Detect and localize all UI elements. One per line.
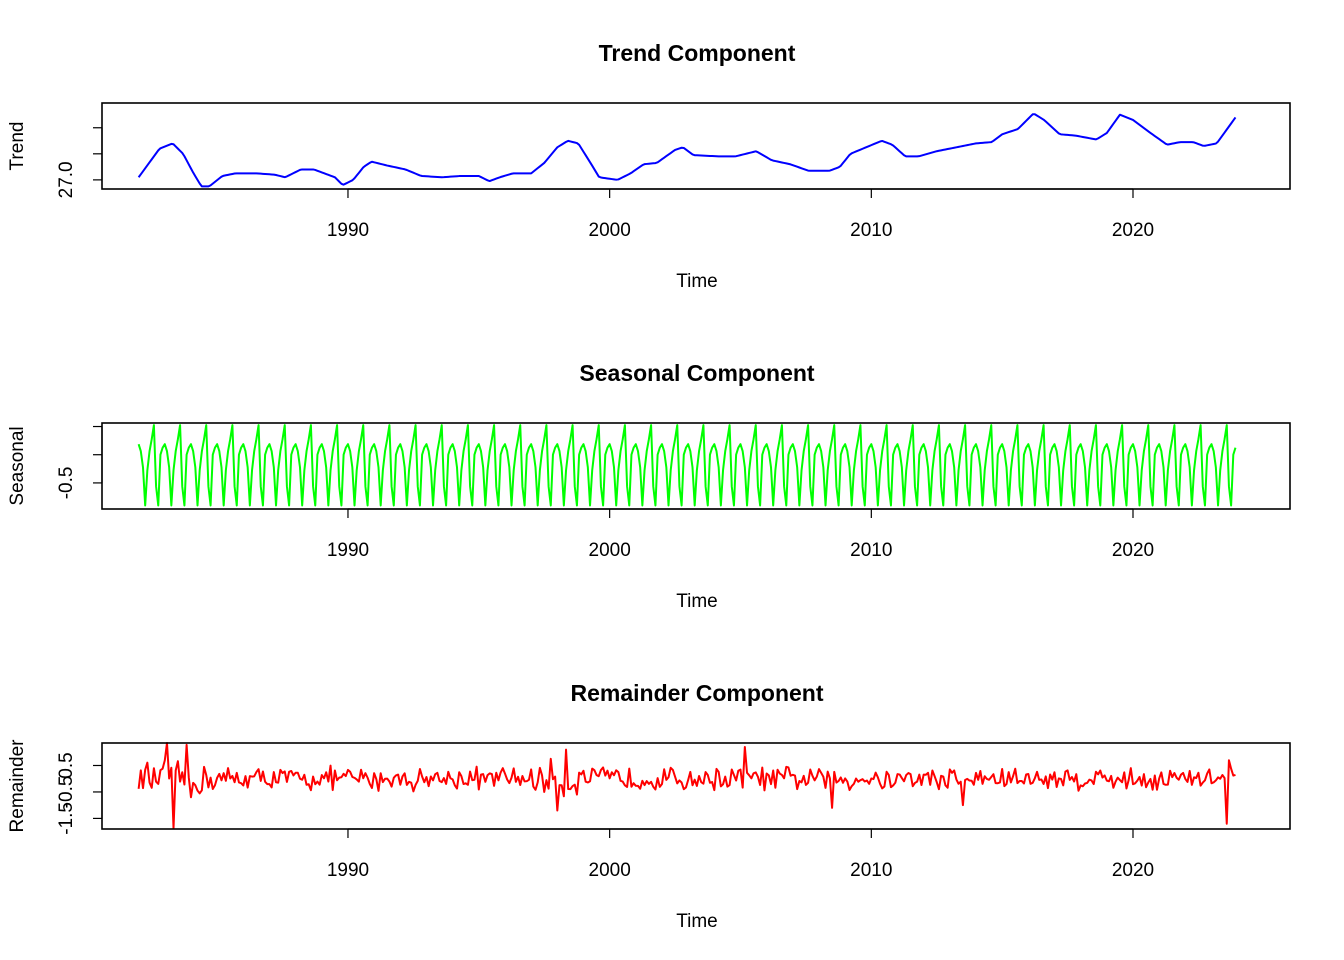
seasonal-panel: Seasonal Component 1990 2000 2010 2020 Time -0… <box>7 360 1291 612</box>
remainder-x-tick-label: 2000 <box>589 860 631 881</box>
remainder-x-axis-label: Time <box>676 911 718 932</box>
trend-x-tick-label: 1990 <box>327 220 369 241</box>
trend-y-axis-label: Trend <box>7 122 28 171</box>
seasonal-series-line <box>137 424 1237 507</box>
trend-x-axis-label: Time <box>676 271 718 292</box>
remainder-x-axis: 1990 2000 2010 2020 Time <box>327 828 1154 932</box>
remainder-y-tick-label: -1.5 <box>56 802 77 835</box>
remainder-y-tick-label: -0.5 <box>56 776 77 809</box>
remainder-x-tick-label: 1990 <box>327 860 369 881</box>
trend-y-axis: 27.0 Trend <box>7 122 103 198</box>
remainder-title: Remainder Component <box>570 680 823 706</box>
remainder-x-tick-label: 2020 <box>1112 860 1154 881</box>
seasonal-x-tick-label: 2020 <box>1112 540 1154 561</box>
seasonal-x-tick-label: 2010 <box>850 540 892 561</box>
trend-title: Trend Component <box>599 40 796 66</box>
trend-series-line <box>137 113 1237 188</box>
trend-x-tick-label: 2020 <box>1112 220 1154 241</box>
remainder-y-axis-label: Remainder <box>7 739 28 833</box>
seasonal-y-axis: -0.5 Seasonal <box>7 425 103 506</box>
remainder-y-axis: -1.5-0.50.5 Remainder <box>7 739 103 835</box>
seasonal-title: Seasonal Component <box>579 360 814 386</box>
trend-panel: Trend Component 1990 2000 2010 2020 Time 27.0 T… <box>7 40 1291 292</box>
seasonal-x-axis-label: Time <box>676 591 718 612</box>
remainder-series-line <box>137 742 1236 830</box>
seasonal-x-tick-label: 2000 <box>589 540 631 561</box>
trend-y-tick-label: 27.0 <box>56 161 77 198</box>
remainder-panel: Remainder Component 1990 2000 2010 2020 Time -… <box>7 680 1291 932</box>
seasonal-y-tick-label: -0.5 <box>56 467 77 500</box>
seasonal-x-axis: 1990 2000 2010 2020 Time <box>327 508 1154 612</box>
trend-x-axis: 1990 2000 2010 2020 Time <box>327 188 1154 292</box>
seasonal-y-axis-label: Seasonal <box>7 426 28 505</box>
seasonal-x-tick-label: 1990 <box>327 540 369 561</box>
remainder-y-tick-label: 0.5 <box>56 752 77 778</box>
trend-x-tick-label: 2010 <box>850 220 892 241</box>
trend-x-tick-label: 2000 <box>589 220 631 241</box>
remainder-x-tick-label: 2010 <box>850 860 892 881</box>
